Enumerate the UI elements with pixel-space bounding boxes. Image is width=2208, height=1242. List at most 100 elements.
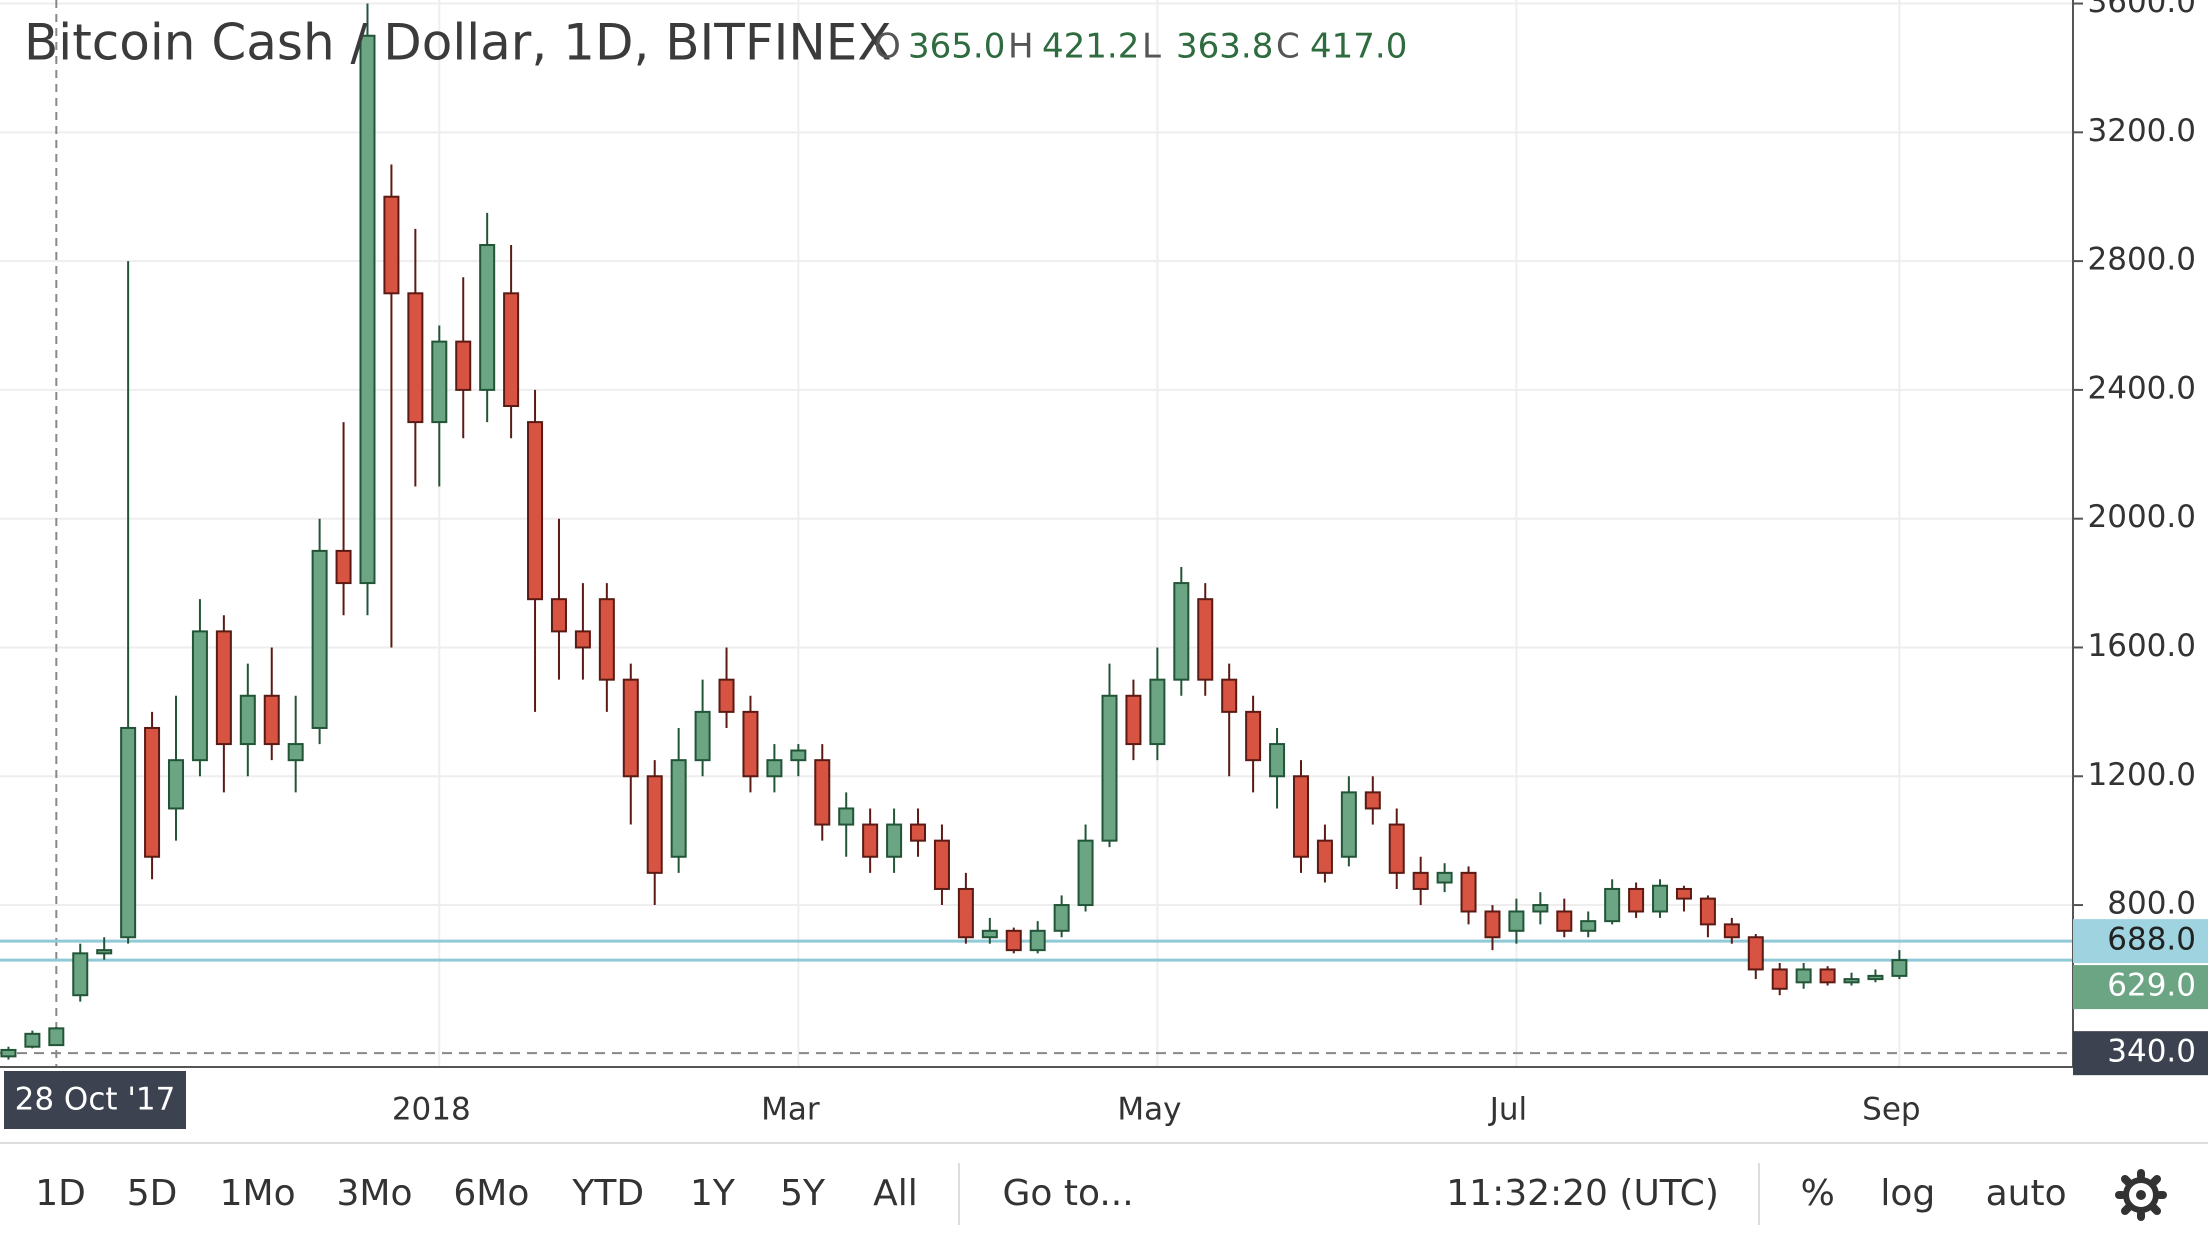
grid — [0, 0, 2073, 1067]
candle-body — [431, 340, 448, 424]
candle-body — [933, 839, 950, 890]
candle-body — [838, 807, 855, 826]
interval-button[interactable]: 6Mo — [453, 1173, 529, 1214]
clock: 11:32:20 (UTC) — [1446, 1173, 1719, 1214]
interval-button[interactable]: All — [873, 1173, 918, 1214]
y-tick-label: 3200.0 — [2088, 113, 2196, 149]
toolbar: 1D 5D 1Mo 3Mo 6Mo YTD 1Y 5Y All Go to... 11:32:20 … — [35, 1173, 2066, 1214]
candle-body — [574, 630, 591, 649]
candle-body — [1604, 887, 1621, 923]
candle-body — [1843, 978, 1860, 984]
interval-button[interactable]: 1D — [35, 1173, 86, 1214]
ohlc-value: 417.0 — [1310, 27, 1407, 67]
ohlc-key: L — [1142, 27, 1161, 67]
candle-body — [1484, 910, 1501, 939]
candle-body — [1077, 839, 1094, 907]
candle-body — [1388, 823, 1405, 874]
candle-body — [790, 749, 807, 762]
candle-body — [1412, 871, 1429, 890]
interval-button[interactable]: YTD — [571, 1173, 644, 1214]
scale-option[interactable]: log — [1880, 1173, 1935, 1214]
x-tick-label: May — [1117, 1092, 1181, 1128]
candle-body — [527, 421, 544, 601]
price-tag — [2073, 965, 2208, 1010]
axes: 800.0 1200.0 1600.0 2000.0 2400.0 2800.0 3200.… — [4, 0, 2208, 1129]
x-tick-label: 2018 — [392, 1092, 471, 1128]
candle-body — [191, 630, 208, 762]
candle-body — [1436, 871, 1453, 884]
interval-button[interactable]: 3Mo — [337, 1173, 413, 1214]
candle-body — [1652, 884, 1669, 913]
candle-body — [766, 759, 783, 778]
crosshair-label: 28 Oct '17 — [15, 1082, 176, 1118]
candle-body — [72, 952, 89, 997]
candle-body — [287, 743, 304, 762]
candle-body — [1795, 968, 1812, 984]
candle-body — [550, 598, 567, 633]
candle-body — [910, 823, 927, 842]
candle-body — [1771, 968, 1788, 990]
candle-body — [1197, 598, 1214, 681]
candle-body — [1245, 710, 1262, 762]
x-tick-label: Sep — [1862, 1092, 1920, 1128]
interval-button[interactable]: 1Mo — [220, 1173, 296, 1214]
candle-body — [1580, 920, 1597, 932]
candle-body — [1819, 968, 1836, 984]
candle-body — [670, 759, 687, 858]
candle-body — [48, 1027, 65, 1047]
candle-body — [120, 726, 137, 939]
crosshair-label-bg — [4, 1071, 186, 1129]
price-tag — [2073, 919, 2208, 964]
candle-body — [1221, 678, 1238, 713]
ohlc-value: 365.0 — [908, 27, 1005, 67]
candle-body — [503, 292, 520, 408]
candle-body — [215, 630, 232, 746]
candle-body — [718, 678, 735, 713]
candle-body — [144, 726, 161, 858]
candle-body — [862, 823, 879, 858]
candle-body — [455, 340, 472, 391]
candle-body — [24, 1032, 41, 1048]
y-tick-label: 2800.0 — [2088, 242, 2196, 278]
x-tick-label: Mar — [761, 1092, 820, 1128]
scale-option[interactable]: % — [1801, 1173, 1835, 1214]
candle-body — [1460, 871, 1477, 913]
candle-body — [1005, 929, 1022, 952]
candle-body — [646, 775, 663, 874]
candle-body — [1747, 936, 1764, 971]
candle-body — [1532, 904, 1549, 913]
y-tick-label: 2000.0 — [2088, 499, 2196, 535]
candle-body — [1316, 839, 1333, 874]
scale-option[interactable]: auto — [1986, 1173, 2067, 1214]
interval-button[interactable]: 5D — [127, 1173, 178, 1214]
candle-body — [359, 34, 376, 585]
price-tag — [2073, 1031, 2208, 1076]
interval-button[interactable]: 1Y — [690, 1173, 736, 1214]
chart-title: Bitcoin Cash / Dollar, 1D, BITFINEX — [24, 14, 892, 72]
plot-area — [0, 3, 2073, 1060]
interval-button[interactable]: 5Y — [780, 1173, 826, 1214]
candle-body — [1340, 791, 1357, 858]
y-tick-label: 2400.0 — [2088, 370, 2196, 406]
candle-body — [742, 710, 759, 778]
goto-button[interactable]: Go to... — [1002, 1173, 1133, 1214]
candle-body — [981, 929, 998, 939]
ohlc-header: O 365.0 H 421.2 L 363.8 C 417.0 — [874, 27, 1407, 67]
ohlc-value: 421.2 — [1042, 27, 1139, 67]
x-tick-label: Jul — [1488, 1092, 1527, 1128]
candle-body — [1675, 887, 1692, 900]
candle-body — [335, 549, 352, 585]
ohlc-value: 363.8 — [1176, 27, 1273, 67]
candle-body — [1867, 974, 1884, 981]
price-tag-label: 688.0 — [2107, 922, 2196, 958]
ohlc-key: H — [1008, 27, 1034, 67]
candle-body — [0, 1048, 17, 1058]
candle-body — [1053, 904, 1070, 932]
candle-body — [239, 694, 256, 746]
settings-icon[interactable] — [2115, 1169, 2167, 1221]
candle-body — [263, 694, 280, 746]
candle-body — [1269, 743, 1286, 778]
